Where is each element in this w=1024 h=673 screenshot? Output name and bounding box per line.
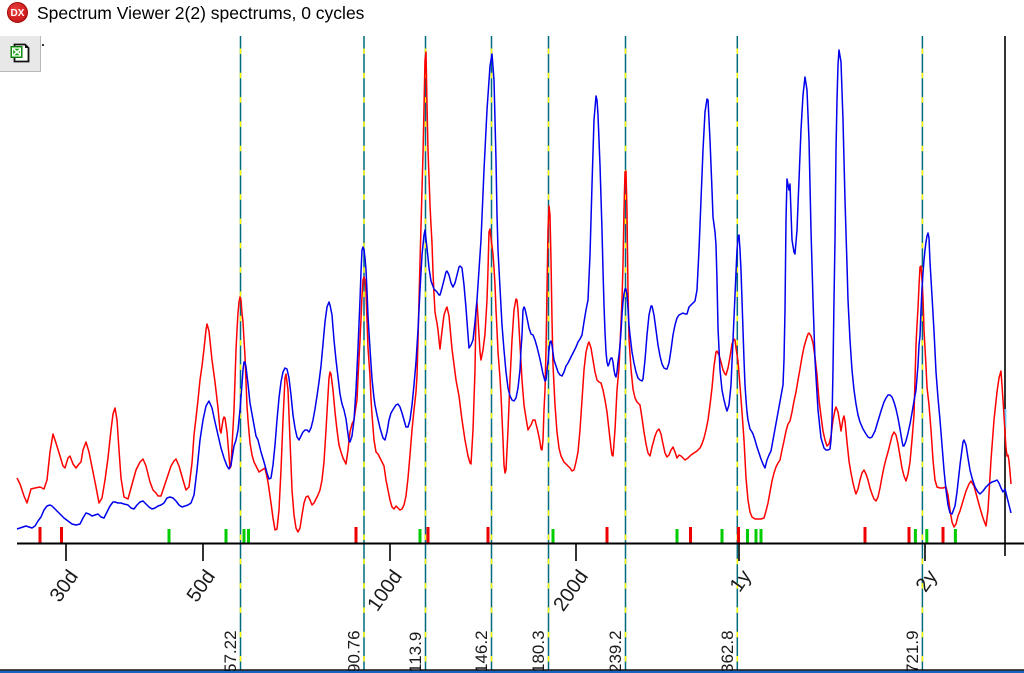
- svg-text:2y: 2y: [912, 566, 942, 596]
- svg-text:57.22: 57.22: [221, 630, 240, 673]
- svg-text:239.2: 239.2: [606, 630, 625, 673]
- svg-text:146.2: 146.2: [472, 630, 491, 673]
- svg-text:1y: 1y: [726, 566, 756, 596]
- svg-text:200d: 200d: [549, 566, 593, 615]
- svg-text:113.9: 113.9: [406, 632, 425, 673]
- svg-text:721.9: 721.9: [903, 630, 922, 673]
- svg-text:180.3: 180.3: [529, 630, 548, 673]
- svg-text:100d: 100d: [363, 566, 407, 615]
- svg-text:362.8: 362.8: [718, 630, 737, 673]
- svg-text:50d: 50d: [183, 566, 220, 606]
- svg-text:90.76: 90.76: [345, 630, 364, 673]
- svg-text:30d: 30d: [46, 566, 83, 606]
